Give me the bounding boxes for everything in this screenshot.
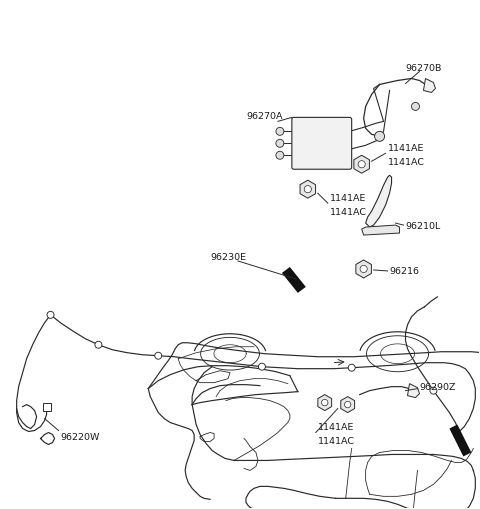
Text: 1141AE: 1141AE: [330, 193, 366, 202]
Ellipse shape: [276, 140, 284, 148]
Ellipse shape: [47, 312, 54, 319]
Polygon shape: [43, 403, 50, 411]
Ellipse shape: [95, 342, 102, 349]
Polygon shape: [341, 397, 355, 413]
Polygon shape: [354, 156, 370, 174]
Text: 1141AE: 1141AE: [318, 422, 354, 431]
Ellipse shape: [276, 152, 284, 160]
Text: 96290Z: 96290Z: [420, 382, 456, 391]
Text: 1141AE: 1141AE: [387, 144, 424, 153]
Polygon shape: [449, 425, 471, 457]
Polygon shape: [282, 267, 306, 293]
Ellipse shape: [360, 266, 367, 273]
Ellipse shape: [374, 132, 384, 142]
Polygon shape: [356, 261, 372, 278]
Polygon shape: [366, 176, 392, 228]
Ellipse shape: [304, 186, 312, 193]
Text: 96210L: 96210L: [406, 221, 441, 230]
Ellipse shape: [258, 363, 265, 371]
Text: 96230E: 96230E: [210, 253, 246, 262]
Text: 96220W: 96220W: [60, 432, 100, 441]
Text: 96216: 96216: [390, 267, 420, 276]
Ellipse shape: [358, 161, 365, 168]
Text: 96270A: 96270A: [246, 111, 283, 121]
Text: 1141AC: 1141AC: [387, 157, 425, 166]
Ellipse shape: [430, 387, 437, 394]
Text: 1141AC: 1141AC: [330, 207, 367, 216]
Text: 1141AC: 1141AC: [318, 436, 355, 445]
Ellipse shape: [276, 128, 284, 136]
Ellipse shape: [322, 400, 328, 406]
Ellipse shape: [411, 103, 420, 111]
Polygon shape: [423, 79, 435, 93]
Ellipse shape: [155, 353, 162, 359]
Text: 96270B: 96270B: [406, 64, 442, 73]
Ellipse shape: [345, 402, 351, 408]
Ellipse shape: [348, 364, 355, 372]
Polygon shape: [361, 225, 399, 236]
Polygon shape: [318, 395, 332, 411]
Polygon shape: [408, 384, 420, 398]
FancyBboxPatch shape: [292, 118, 352, 170]
Polygon shape: [300, 181, 315, 199]
